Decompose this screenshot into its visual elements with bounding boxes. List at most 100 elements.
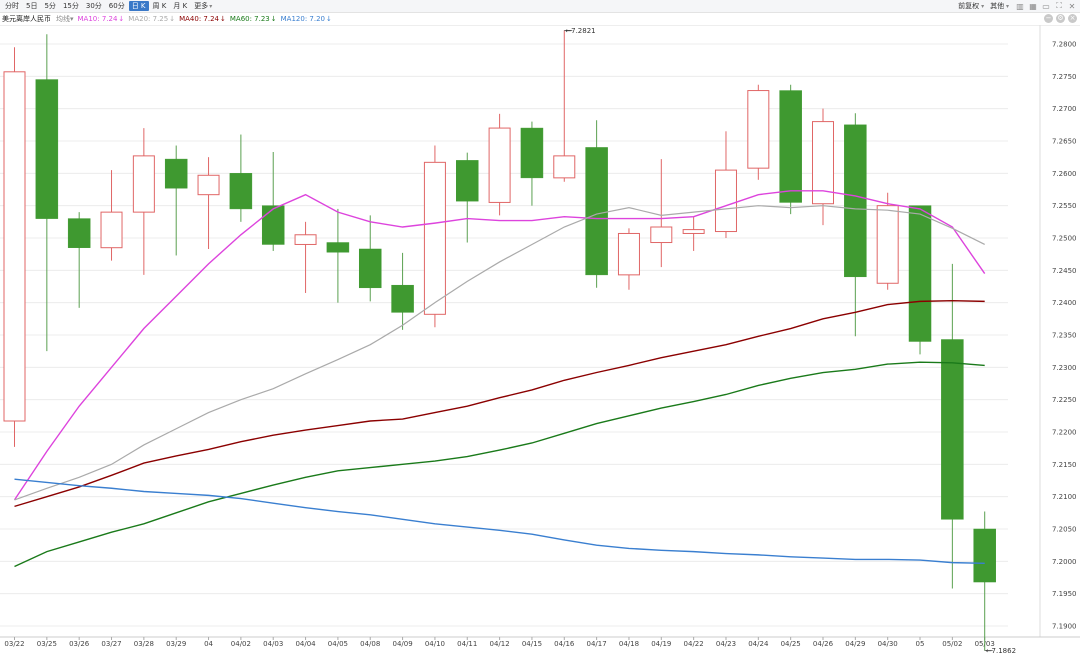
close-icon[interactable]: ✕ (1068, 1, 1076, 11)
chevron-down-icon: ▾ (70, 15, 74, 23)
y-tick-label: 7.2650 (1052, 138, 1077, 146)
ma-selector[interactable]: 均线▾ (56, 14, 74, 24)
annotation-label: ←7.2821 (565, 27, 595, 35)
symbol-name: 美元离岸人民币 (2, 15, 51, 23)
candle-body-down (164, 158, 188, 189)
y-tick-label: 7.1950 (1052, 590, 1077, 598)
down-arrow-icon: ↓ (118, 15, 125, 23)
period-more-button[interactable]: 更多▾ (191, 1, 215, 11)
fullscreen-icon[interactable]: ⛶ (1056, 1, 1062, 10)
x-tick-label: 04 (204, 640, 213, 648)
candle-body-up (747, 90, 770, 169)
candle-body-down (973, 528, 996, 583)
annotation-label: ←7.1862 (986, 647, 1016, 655)
period-15min[interactable]: 15分 (62, 2, 79, 10)
indicator-legend: 美元离岸人民币 均线▾ MA10: 7.24 ↓ MA20: 7.25 ↓ MA40… (0, 13, 1080, 26)
candle-body-down (391, 284, 414, 313)
down-arrow-icon: ↓ (326, 15, 332, 23)
bar-chart-icon[interactable]: ▥ (1016, 1, 1024, 11)
adjust-dropdown[interactable]: 前复权 ▾ (958, 1, 984, 11)
ma-line-ma20 (14, 205, 985, 501)
grid-icon[interactable]: ▦ (1029, 1, 1037, 11)
other-dropdown[interactable]: 其他 ▾ (990, 1, 1009, 11)
candle-body-up (617, 232, 640, 276)
adjust-label: 前复权 (958, 2, 980, 10)
x-tick-label: 04/03 (263, 640, 283, 648)
window-icon[interactable]: ▭ (1042, 1, 1050, 11)
candle-body-down (941, 339, 964, 520)
period-5day[interactable]: 5日 (26, 2, 38, 10)
x-tick-label: 04/23 (716, 640, 736, 648)
legend-ma20: MA20: 7.25 (128, 15, 169, 23)
y-tick-label: 7.2050 (1052, 526, 1077, 534)
candle-body-up (682, 229, 705, 234)
candle-body-up (294, 234, 317, 245)
x-tick-label: 03/22 (4, 640, 24, 648)
period-weekly[interactable]: 周 K (152, 2, 167, 10)
candle-body-up (876, 205, 899, 284)
candle-body-up (197, 174, 220, 196)
period-more-label: 更多 (194, 2, 209, 10)
down-arrow-icon: ↓ (270, 15, 277, 23)
x-tick-label: 04/04 (295, 640, 316, 648)
y-tick-label: 7.2350 (1052, 332, 1077, 340)
period-monthly[interactable]: 月 K (173, 2, 188, 10)
y-tick-label: 7.2500 (1052, 235, 1077, 243)
minus-icon[interactable]: − (1044, 14, 1053, 23)
x-tick-label: 05/02 (942, 640, 962, 648)
y-tick-label: 7.2750 (1052, 73, 1077, 81)
close-icon[interactable]: × (1068, 14, 1077, 23)
x-tick-label: 04/12 (490, 640, 510, 648)
y-tick-label: 7.2250 (1052, 396, 1077, 404)
ma-label: 均线 (56, 15, 70, 23)
period-30min[interactable]: 30分 (85, 2, 102, 10)
period-daily[interactable]: 日 K (128, 1, 149, 11)
x-tick-label: 03/26 (69, 640, 90, 648)
candle-body-up (423, 161, 446, 315)
candle-body-down (35, 79, 59, 219)
ma-line-ma40 (14, 300, 985, 508)
x-tick-label: 05 (916, 640, 925, 648)
candle-body-down (67, 218, 91, 248)
other-label: 其他 (990, 2, 1005, 10)
ma-line-ma60 (14, 361, 985, 568)
ma-line-ma120 (14, 478, 985, 564)
chevron-down-icon: ▾ (979, 3, 985, 10)
chart-toolbar: 分时 5日 5分 15分 30分 60分 日 K 周 K 月 K 更多▾ 前复权… (0, 0, 1080, 13)
x-tick-label: 03/27 (101, 640, 121, 648)
candle-body-down (229, 173, 253, 210)
candle-body-up (100, 211, 123, 249)
candle-body-up (650, 226, 673, 244)
x-tick-label: 04/25 (781, 640, 801, 648)
x-tick-label: 04/15 (522, 640, 542, 648)
y-tick-label: 7.2600 (1052, 170, 1077, 178)
period-60min[interactable]: 60分 (108, 2, 125, 10)
x-tick-label: 04/24 (748, 640, 769, 648)
y-tick-label: 7.2150 (1052, 461, 1077, 469)
x-tick-label: 04/11 (457, 640, 477, 648)
y-tick-label: 7.2100 (1052, 493, 1077, 501)
candle-body-up (3, 71, 26, 422)
x-tick-label: 04/09 (392, 640, 412, 648)
x-tick-label: 03/29 (166, 640, 186, 648)
period-intraday[interactable]: 分时 (5, 2, 19, 10)
x-tick-label: 04/22 (684, 640, 704, 648)
y-tick-label: 7.2300 (1052, 364, 1077, 372)
y-tick-label: 7.2400 (1052, 299, 1077, 307)
legend-ma10: MA10: 7.24 (77, 15, 118, 23)
x-tick-label: 04/18 (619, 640, 639, 648)
x-tick-label: 04/08 (360, 640, 380, 648)
down-arrow-icon: ↓ (219, 15, 226, 23)
settings-icon[interactable]: ⚙ (1056, 14, 1065, 23)
down-arrow-icon: ↓ (169, 15, 176, 23)
y-tick-label: 7.2550 (1052, 202, 1077, 210)
candlestick-chart[interactable]: 7.2800 7.2750 7.2700 7.2650 7.2600 7.2550 7.25… (0, 25, 1080, 664)
candle-body-up (488, 127, 511, 203)
chevron-down-icon: ▾ (1004, 3, 1009, 10)
candle-body-up (812, 121, 834, 205)
x-tick-label: 04/16 (554, 640, 575, 648)
candle-body-down (779, 90, 802, 203)
x-tick-label: 04/19 (651, 640, 671, 648)
legend-ma60: MA60: 7.23 (229, 15, 270, 23)
period-5min[interactable]: 5分 (44, 2, 56, 10)
